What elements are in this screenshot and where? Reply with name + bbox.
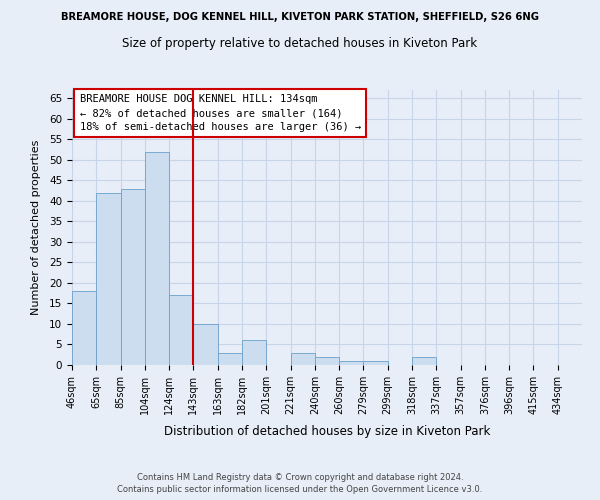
Bar xyxy=(339,361,364,365)
Bar xyxy=(218,352,242,365)
Bar xyxy=(242,340,266,365)
Text: Contains HM Land Registry data © Crown copyright and database right 2024.: Contains HM Land Registry data © Crown c… xyxy=(137,472,463,482)
Bar xyxy=(72,291,96,365)
Bar xyxy=(169,295,193,365)
Text: Contains public sector information licensed under the Open Government Licence v3: Contains public sector information licen… xyxy=(118,485,482,494)
Bar xyxy=(290,352,315,365)
Text: BREAMORE HOUSE DOG KENNEL HILL: 134sqm
← 82% of detached houses are smaller (164: BREAMORE HOUSE DOG KENNEL HILL: 134sqm ←… xyxy=(80,94,361,132)
Bar xyxy=(193,324,218,365)
Text: BREAMORE HOUSE, DOG KENNEL HILL, KIVETON PARK STATION, SHEFFIELD, S26 6NG: BREAMORE HOUSE, DOG KENNEL HILL, KIVETON… xyxy=(61,12,539,22)
X-axis label: Distribution of detached houses by size in Kiveton Park: Distribution of detached houses by size … xyxy=(164,425,490,438)
Bar xyxy=(315,357,339,365)
Y-axis label: Number of detached properties: Number of detached properties xyxy=(31,140,41,315)
Bar xyxy=(121,188,145,365)
Bar xyxy=(96,192,121,365)
Text: Size of property relative to detached houses in Kiveton Park: Size of property relative to detached ho… xyxy=(122,38,478,51)
Bar xyxy=(145,152,169,365)
Bar xyxy=(412,357,436,365)
Bar xyxy=(364,361,388,365)
